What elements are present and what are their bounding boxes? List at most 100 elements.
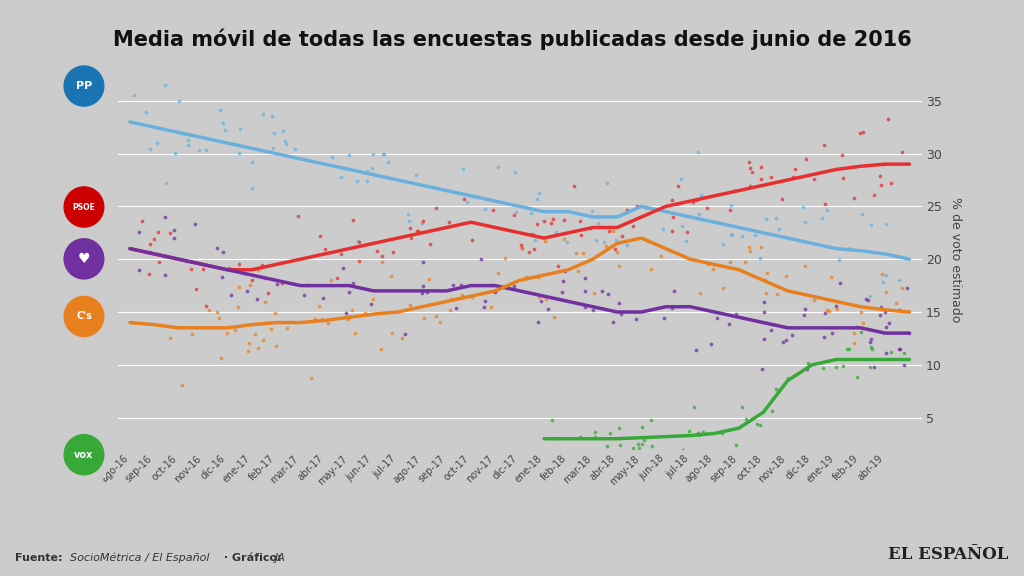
Point	[691, 430, 708, 439]
Point	[131, 228, 147, 237]
Point	[754, 175, 770, 184]
Point	[586, 289, 602, 298]
Point	[306, 314, 323, 323]
Point	[482, 302, 499, 312]
Point	[250, 265, 266, 274]
Point	[872, 181, 889, 190]
Point	[310, 301, 327, 310]
Point	[635, 435, 651, 445]
Point	[878, 348, 894, 358]
Point	[610, 424, 627, 433]
Point	[255, 335, 271, 344]
Point	[865, 191, 882, 200]
Point	[873, 270, 890, 279]
Point	[456, 195, 472, 204]
Point	[878, 219, 894, 228]
Point	[605, 226, 622, 235]
Point	[625, 444, 641, 453]
Point	[876, 160, 892, 169]
Point	[846, 338, 862, 347]
Point	[778, 335, 795, 344]
Point	[214, 248, 230, 257]
Point	[605, 317, 622, 327]
Point	[602, 429, 618, 438]
Point	[373, 344, 389, 354]
Point	[741, 157, 758, 166]
Point	[853, 328, 869, 337]
Point	[230, 302, 247, 311]
Point	[239, 287, 255, 296]
Point	[182, 256, 199, 266]
Point	[607, 235, 624, 244]
Point	[278, 139, 294, 148]
Point	[171, 322, 187, 331]
Point	[555, 276, 571, 286]
Point	[640, 236, 656, 245]
Point	[483, 280, 500, 289]
Point	[150, 227, 166, 236]
Point	[598, 241, 614, 251]
Point	[643, 442, 659, 451]
Text: ♥: ♥	[78, 252, 90, 266]
Point	[874, 277, 891, 286]
Point	[584, 206, 600, 215]
Point	[260, 288, 276, 297]
Point	[257, 297, 273, 306]
Point	[669, 200, 685, 209]
Point	[414, 218, 430, 228]
Point	[186, 219, 203, 229]
Point	[574, 249, 591, 258]
Point	[454, 291, 470, 300]
Point	[797, 218, 813, 227]
Text: C's: C's	[76, 312, 92, 321]
Point	[612, 310, 629, 319]
Point	[854, 209, 870, 218]
Point	[453, 280, 469, 289]
Point	[476, 302, 493, 311]
Point	[816, 308, 833, 317]
Point	[171, 96, 187, 105]
Point	[324, 152, 340, 161]
Point	[231, 125, 248, 134]
Point	[691, 289, 708, 298]
Point	[767, 384, 783, 393]
Point	[862, 334, 879, 343]
Point	[799, 365, 815, 374]
Point	[736, 257, 753, 267]
Point	[316, 244, 333, 253]
Point	[888, 298, 904, 308]
Point	[541, 453, 557, 463]
Point	[162, 333, 178, 342]
Point	[744, 167, 761, 176]
Circle shape	[65, 239, 103, 279]
Point	[714, 428, 730, 437]
Point	[607, 244, 624, 253]
Point	[543, 219, 559, 228]
Point	[655, 313, 672, 322]
Point	[590, 218, 606, 227]
Point	[830, 255, 847, 264]
Point	[678, 237, 694, 246]
Text: JA: JA	[274, 554, 286, 563]
Point	[800, 358, 816, 367]
Point	[878, 287, 894, 296]
Point	[894, 147, 910, 156]
Point	[464, 236, 480, 245]
Point	[514, 244, 530, 253]
Point	[871, 310, 888, 320]
Point	[566, 182, 583, 191]
Point	[419, 287, 435, 297]
Point	[849, 323, 865, 332]
Point	[715, 283, 731, 292]
Point	[166, 225, 182, 234]
Circle shape	[65, 297, 103, 336]
Point	[550, 261, 566, 270]
Point	[618, 206, 635, 215]
Point	[723, 201, 739, 210]
Point	[763, 325, 779, 335]
Point	[240, 346, 256, 355]
Point	[507, 167, 523, 176]
Point	[401, 216, 418, 225]
Point	[734, 231, 751, 240]
Point	[415, 217, 431, 226]
